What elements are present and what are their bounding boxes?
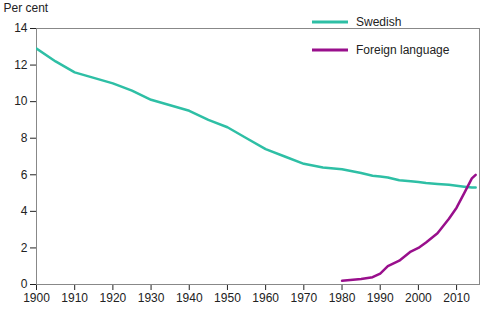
- svg-text:1940: 1940: [176, 291, 203, 305]
- svg-text:12: 12: [14, 58, 28, 72]
- svg-text:2: 2: [21, 241, 28, 255]
- svg-text:14: 14: [14, 21, 28, 35]
- svg-text:1900: 1900: [23, 291, 50, 305]
- svg-text:1960: 1960: [252, 291, 279, 305]
- svg-text:4: 4: [21, 204, 28, 218]
- svg-text:2000: 2000: [405, 291, 432, 305]
- svg-text:10: 10: [14, 94, 28, 108]
- svg-text:1970: 1970: [290, 291, 317, 305]
- svg-text:1930: 1930: [138, 291, 165, 305]
- svg-text:1920: 1920: [100, 291, 127, 305]
- svg-text:1910: 1910: [61, 291, 88, 305]
- svg-text:1980: 1980: [329, 291, 356, 305]
- html-text:Swedish: Swedish: [356, 15, 402, 29]
- svg-text:2010: 2010: [443, 291, 470, 305]
- svg-text:Per cent: Per cent: [4, 1, 49, 15]
- svg-text:1990: 1990: [367, 291, 394, 305]
- svg-text:0: 0: [21, 277, 28, 291]
- svg-text:8: 8: [21, 131, 28, 145]
- svg-text:6: 6: [21, 168, 28, 182]
- svg-text:1950: 1950: [214, 291, 241, 305]
- html-text:Foreign language: Foreign language: [356, 43, 450, 57]
